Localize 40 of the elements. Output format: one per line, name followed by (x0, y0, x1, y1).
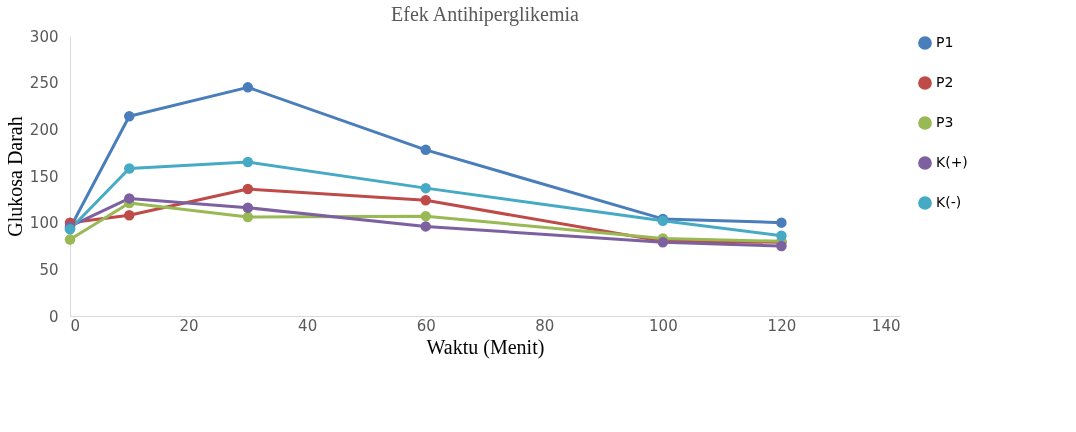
point (420, 210, 431, 222)
chart-title: Efek Antihiperglikemia (391, 3, 580, 26)
y-tick-label: 150 (29, 167, 59, 186)
y-axis-title: Glukosa Darah (3, 116, 26, 237)
point (242, 183, 254, 195)
y-tick-label: 300 (29, 27, 59, 46)
x-axis-title: Waktu (Menit) (426, 335, 545, 359)
x-tick-label: 100 (649, 316, 678, 335)
x-tick-label: 40 (298, 316, 318, 335)
point (124, 193, 135, 204)
y-tick-label: 250 (29, 74, 59, 93)
y-tick-label: 100 (29, 214, 59, 233)
y-tick-label: 50 (39, 260, 59, 279)
x-tick-label: 140 (871, 316, 901, 335)
x-tick-label: 80 (535, 316, 555, 335)
point (124, 209, 135, 221)
point (776, 240, 787, 252)
point (776, 230, 787, 241)
x-tick-label: 0 (70, 316, 81, 335)
x-tick-label: 120 (767, 316, 797, 335)
legend-label: P1 (936, 34, 954, 50)
point (124, 111, 135, 122)
point (420, 195, 431, 206)
point (420, 182, 431, 194)
point (420, 144, 431, 156)
legend-label: P3 (936, 114, 954, 130)
y-tick-label: 200 (29, 120, 59, 139)
x-tick-label: 20 (179, 316, 199, 335)
point (242, 156, 254, 168)
legend-label: P2 (936, 74, 954, 90)
legend-label: K(-) (936, 194, 962, 210)
legend-label: K(+) (936, 154, 968, 170)
point (242, 211, 254, 223)
point (64, 234, 76, 245)
point (776, 217, 787, 228)
point (124, 163, 135, 174)
point (420, 221, 431, 232)
x-tick-label: 60 (416, 316, 436, 335)
point (242, 202, 254, 213)
point (242, 82, 254, 93)
